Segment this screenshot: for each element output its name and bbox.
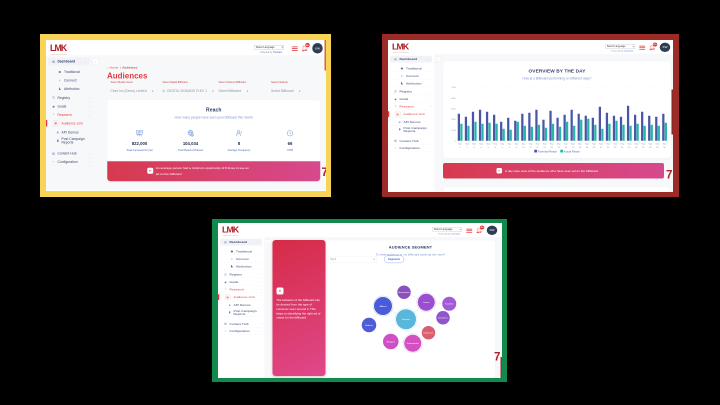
svg-text:Sep: Sep xyxy=(493,144,498,146)
svg-text:Sep: Sep xyxy=(606,144,611,146)
svg-text:29: 29 xyxy=(656,147,659,149)
svg-text:Sep: Sep xyxy=(557,144,562,146)
svg-text:Travellers: Travellers xyxy=(445,304,454,306)
svg-text:450k: 450k xyxy=(451,109,457,111)
svg-text:5: 5 xyxy=(488,147,490,149)
svg-text:750k: 750k xyxy=(451,87,457,89)
svg-text:Sep: Sep xyxy=(620,144,625,146)
svg-text:Sep: Sep xyxy=(458,144,463,146)
svg-text:Sep: Sep xyxy=(500,144,505,146)
svg-text:300k: 300k xyxy=(451,119,457,121)
svg-text:18: 18 xyxy=(579,147,582,149)
svg-text:14: 14 xyxy=(550,147,553,149)
svg-text:Sep: Sep xyxy=(522,144,527,146)
svg-text:3: 3 xyxy=(474,147,476,149)
svg-text:Sep: Sep xyxy=(507,144,512,146)
svg-text:22: 22 xyxy=(607,147,610,149)
svg-text:11: 11 xyxy=(529,147,532,149)
svg-text:Sep: Sep xyxy=(543,144,548,146)
svg-text:26: 26 xyxy=(635,147,638,149)
svg-text:Sep: Sep xyxy=(550,144,555,146)
svg-text:Sep: Sep xyxy=(578,144,583,146)
svg-text:Sep: Sep xyxy=(486,144,491,146)
svg-text:Sep: Sep xyxy=(465,144,470,146)
svg-text:Affluent: Affluent xyxy=(380,305,387,308)
svg-text:13: 13 xyxy=(543,147,546,149)
svg-text:7: 7 xyxy=(502,147,504,149)
svg-text:Sep: Sep xyxy=(613,144,618,146)
svg-text:Students: Students xyxy=(365,324,373,327)
svg-text:9: 9 xyxy=(516,147,518,149)
svg-text:Homemakers: Homemakers xyxy=(398,292,410,294)
svg-text:Sep: Sep xyxy=(656,144,661,146)
svg-text:Leisure: Leisure xyxy=(423,302,430,304)
svg-text:10: 10 xyxy=(522,147,525,149)
svg-text:25: 25 xyxy=(628,147,631,149)
svg-text:Sep: Sep xyxy=(663,144,668,146)
svg-text:Professionals: Professionals xyxy=(407,343,419,345)
svg-text:20: 20 xyxy=(593,147,596,149)
svg-text:2: 2 xyxy=(466,147,468,149)
svg-text:12: 12 xyxy=(536,147,539,149)
svg-text:Socializers: Socializers xyxy=(438,318,448,320)
svg-text:Sep: Sep xyxy=(536,144,541,146)
svg-text:Sep: Sep xyxy=(627,144,632,146)
svg-text:Sep: Sep xyxy=(564,144,569,146)
svg-text:Business: Business xyxy=(402,319,410,321)
svg-text:Sep: Sep xyxy=(529,144,534,146)
svg-text:4: 4 xyxy=(481,147,483,149)
svg-text:23: 23 xyxy=(614,147,617,149)
svg-text:600k: 600k xyxy=(451,98,457,100)
svg-text:Sep: Sep xyxy=(634,144,639,146)
svg-text:24: 24 xyxy=(621,147,624,149)
svg-text:150k: 150k xyxy=(451,130,457,132)
svg-text:16: 16 xyxy=(565,147,568,149)
svg-text:0: 0 xyxy=(455,141,457,143)
svg-text:27: 27 xyxy=(642,147,645,149)
svg-text:Sep: Sep xyxy=(472,144,477,146)
svg-text:Influencers: Influencers xyxy=(424,333,434,335)
svg-text:Sep: Sep xyxy=(571,144,576,146)
svg-text:Sep: Sep xyxy=(641,144,646,146)
svg-text:Sep: Sep xyxy=(479,144,484,146)
svg-text:Shoppers: Shoppers xyxy=(386,341,395,343)
svg-text:Sep: Sep xyxy=(599,144,604,146)
svg-text:17: 17 xyxy=(572,147,575,149)
svg-text:Sep: Sep xyxy=(515,144,520,146)
svg-text:Sep: Sep xyxy=(592,144,597,146)
svg-text:19: 19 xyxy=(586,147,589,149)
svg-text:30: 30 xyxy=(663,147,666,149)
svg-text:15: 15 xyxy=(558,147,561,149)
svg-text:6: 6 xyxy=(495,147,497,149)
svg-text:Sep: Sep xyxy=(648,144,653,146)
svg-text:Sep: Sep xyxy=(585,144,590,146)
svg-text:1: 1 xyxy=(459,147,461,149)
svg-text:21: 21 xyxy=(600,147,603,149)
svg-text:8: 8 xyxy=(509,147,511,149)
svg-text:28: 28 xyxy=(649,147,652,149)
